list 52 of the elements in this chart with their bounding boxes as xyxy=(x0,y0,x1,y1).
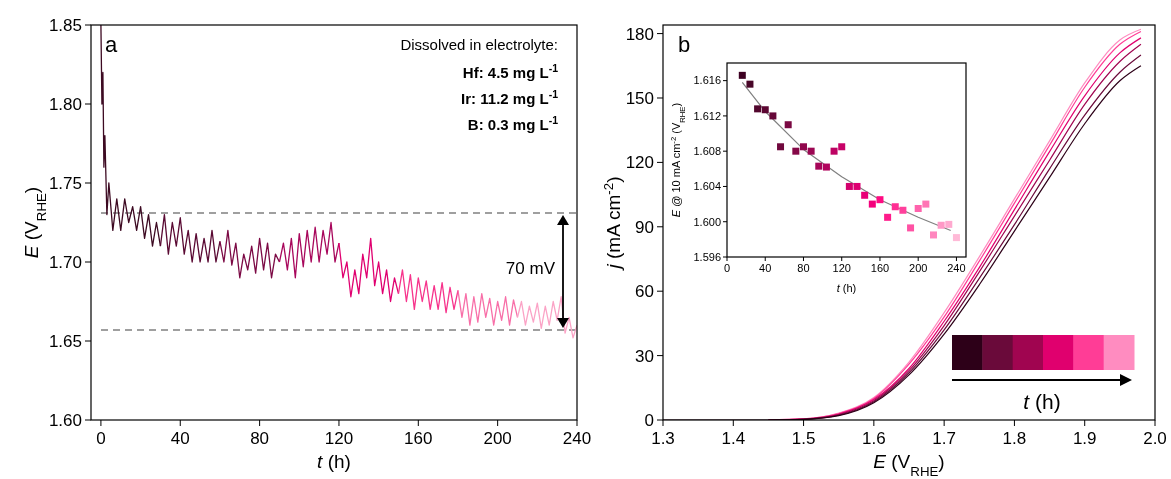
x-tick-label: 160 xyxy=(404,429,433,448)
x-tick-label: 1.7 xyxy=(932,429,956,448)
y-tick-label: 1.616 xyxy=(693,74,721,87)
annotation: 70 mV xyxy=(505,259,556,278)
x-tick-label: 80 xyxy=(250,429,270,448)
x-tick-label: 120 xyxy=(324,429,354,448)
y-tick-label: 1.65 xyxy=(48,331,82,351)
y-tick-label: 1.75 xyxy=(48,173,82,193)
annotation: Ir: 11.2 mg L$^{-1}$ xyxy=(461,88,559,107)
x-tick-label: 40 xyxy=(170,429,190,448)
x-tick-label: 200 xyxy=(909,262,928,274)
y-tick-label: 1.596 xyxy=(693,250,721,263)
y-tick-label: 1.70 xyxy=(48,252,82,272)
x-tick-label: 1.6 xyxy=(862,429,886,448)
x-tick-label: 40 xyxy=(759,262,772,274)
x-tick-label: 1.9 xyxy=(1072,429,1097,448)
annotation: a xyxy=(105,32,118,57)
x-tick-label: 240 xyxy=(947,262,966,274)
x-tick-label: 240 xyxy=(562,429,592,448)
x-tick-label: 0 xyxy=(96,429,106,448)
y-tick-label: 0 xyxy=(644,410,654,430)
x-tick-label: 120 xyxy=(832,262,851,274)
x-tick-label: 80 xyxy=(797,262,810,274)
y-tick-label: 90 xyxy=(635,217,654,237)
annotation: Dissolved in electrolyte: xyxy=(400,36,558,53)
y-tick-label: 1.600 xyxy=(693,215,721,228)
y-tick-label: 1.80 xyxy=(48,94,82,114)
y-tick-label: 60 xyxy=(635,282,654,302)
annotation: b xyxy=(678,32,691,57)
x-tick-label: 1.4 xyxy=(721,429,746,448)
x-tick-label: 1.8 xyxy=(1002,429,1027,448)
y-tick-label: 120 xyxy=(625,153,654,173)
y-tick-label: 150 xyxy=(625,88,654,108)
y-tick-label: 1.60 xyxy=(48,410,82,430)
y-tick-label: 30 xyxy=(635,346,654,366)
y-tick-label: 1.608 xyxy=(693,145,721,158)
annotation: Hf: 4.5 mg L$^{-1}$ xyxy=(462,62,559,81)
x-axis-title: t (h) xyxy=(317,451,351,472)
x-tick-label: 1.3 xyxy=(651,429,675,448)
x-tick-label: 1.5 xyxy=(791,429,816,448)
y-tick-label: 1.85 xyxy=(48,15,82,35)
x-axis-title: t (h) xyxy=(836,282,857,294)
annotation: B: 0.3 mg L$^{-1}$ xyxy=(467,114,559,133)
x-axis-title: E (V$_{RHE}$) xyxy=(873,451,945,479)
x-tick-label: 2.0 xyxy=(1143,429,1167,448)
annotation: t (h) xyxy=(1023,390,1061,413)
y-tick-label: 1.604 xyxy=(693,180,721,193)
y-tick-label: 1.612 xyxy=(693,109,721,122)
x-tick-label: 200 xyxy=(483,429,512,448)
y-tick-label: 180 xyxy=(625,24,654,44)
x-tick-label: 160 xyxy=(870,262,890,274)
x-tick-label: 0 xyxy=(723,262,731,274)
